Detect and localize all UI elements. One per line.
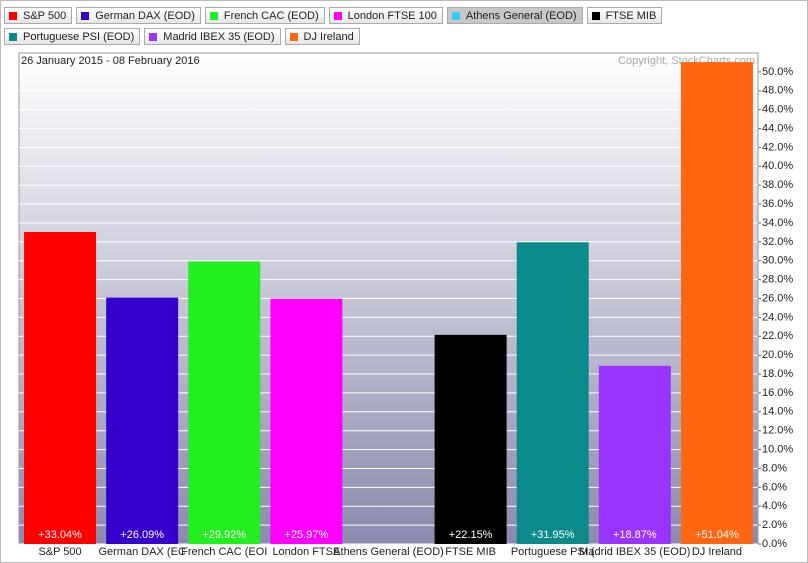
legend-label: London FTSE 100 <box>347 9 437 22</box>
value-label: +33.04% <box>38 529 82 541</box>
bar <box>680 62 753 545</box>
y-tick-label: 36.0% <box>762 198 793 210</box>
bar <box>188 261 261 544</box>
y-tick-label: 10.0% <box>762 443 793 455</box>
y-tick-label: 16.0% <box>762 387 793 399</box>
legend-button[interactable]: German DAX (EOD) <box>76 7 201 24</box>
value-label: +31.95% <box>531 529 575 541</box>
y-tick-label: 4.0% <box>762 500 787 512</box>
legend-button[interactable]: Athens General (EOD) <box>446 7 583 24</box>
legend: S&P 500 German DAX (EOD) French CAC (EOD) L… <box>4 7 794 45</box>
y-tick-label: 6.0% <box>762 481 787 493</box>
legend-swatch <box>451 11 460 20</box>
legend-label: S&P 500 <box>23 9 67 22</box>
value-label: +18.87% <box>613 529 657 541</box>
y-tick-label: 44.0% <box>762 122 793 134</box>
value-label: +26.09% <box>120 529 164 541</box>
y-tick-label: 0.0% <box>762 538 787 550</box>
x-tick-label: S&P 500 <box>38 546 81 558</box>
legend-swatch <box>9 11 17 20</box>
legend-button[interactable]: DJ Ireland <box>284 28 360 45</box>
y-tick-label: 2.0% <box>762 519 787 531</box>
legend-label: French CAC (EOD) <box>223 9 319 22</box>
y-tick-label: 22.0% <box>762 330 793 342</box>
subtitle: 26 January 2015 - 08 February 2016 <box>21 55 200 67</box>
legend-button[interactable]: Madrid IBEX 35 (EOD) <box>144 28 281 45</box>
y-tick-label: 12.0% <box>762 425 793 437</box>
y-tick-label: 20.0% <box>762 349 793 361</box>
bar <box>516 242 589 544</box>
y-tick-label: 38.0% <box>762 179 793 191</box>
legend-label: Madrid IBEX 35 (EOD) <box>163 30 275 43</box>
x-tick-label: German DAX (EC <box>98 546 185 558</box>
x-tick-label: French CAC (EOI <box>181 546 267 558</box>
legend-swatch <box>9 32 17 41</box>
legend-label: German DAX (EOD) <box>95 9 195 22</box>
y-tick-label: 24.0% <box>762 311 793 323</box>
y-tick-label: 30.0% <box>762 255 793 267</box>
y-tick-label: 14.0% <box>762 406 793 418</box>
legend-swatch <box>289 32 298 41</box>
value-label: +29.92% <box>202 529 246 541</box>
y-tick-label: 26.0% <box>762 292 793 304</box>
legend-swatch <box>591 11 600 20</box>
value-label: +22.15% <box>449 529 493 541</box>
legend-button[interactable]: French CAC (EOD) <box>204 7 325 24</box>
legend-swatch <box>209 11 218 20</box>
x-tick-label: Portuguese PSI ( <box>511 546 595 558</box>
y-tick-label: 40.0% <box>762 160 793 172</box>
legend-swatch <box>149 32 158 41</box>
y-tick-label: 8.0% <box>762 462 787 474</box>
legend-button[interactable]: S&P 500 <box>4 7 73 24</box>
y-tick-label: 18.0% <box>762 368 793 380</box>
bar <box>106 297 179 544</box>
bar <box>270 298 343 544</box>
y-tick-label: 32.0% <box>762 236 793 248</box>
x-tick-label: DJ Ireland <box>692 546 742 558</box>
x-tick-label: Madrid IBEX 35 (EOD) <box>579 546 690 558</box>
legend-swatch <box>333 11 342 20</box>
legend-button[interactable]: FTSE MIB <box>586 7 663 24</box>
y-tick-label: 42.0% <box>762 141 793 153</box>
y-tick-label: 50.0% <box>762 66 793 78</box>
legend-label: FTSE MIB <box>605 9 657 22</box>
legend-label: Athens General (EOD) <box>465 9 577 22</box>
x-tick-label: FTSE MIB <box>445 546 496 558</box>
legend-button[interactable]: Portuguese PSI (EOD) <box>4 28 141 45</box>
bar <box>24 232 97 544</box>
legend-label: Portuguese PSI (EOD) <box>23 30 135 43</box>
value-label: +51.04% <box>695 529 739 541</box>
y-tick-label: 34.0% <box>762 217 793 229</box>
y-tick-label: 28.0% <box>762 274 793 286</box>
x-tick-label: London FTSE <box>272 546 340 558</box>
legend-button[interactable]: London FTSE 100 <box>328 7 443 24</box>
y-tick-label: 48.0% <box>762 85 793 97</box>
y-tick-label: 46.0% <box>762 104 793 116</box>
x-tick-label: Athens General (EOD) <box>333 546 444 558</box>
value-label: +25.97% <box>285 529 329 541</box>
bar <box>434 334 507 544</box>
legend-label: DJ Ireland <box>303 30 354 43</box>
bar <box>598 365 671 544</box>
legend-swatch <box>81 11 90 20</box>
